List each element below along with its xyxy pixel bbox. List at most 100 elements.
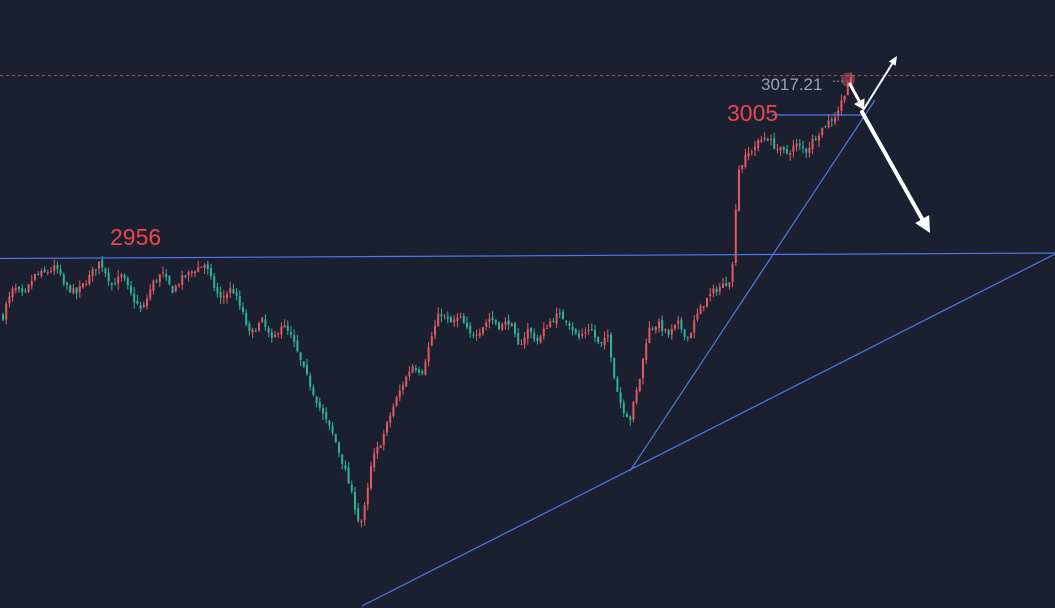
candle-down xyxy=(565,320,568,323)
candle-up xyxy=(379,445,382,449)
candle-up xyxy=(741,165,744,170)
candle-up xyxy=(526,328,529,339)
candle-down xyxy=(238,295,241,307)
candle-down xyxy=(171,285,174,294)
candle-down xyxy=(302,361,305,367)
candle-down xyxy=(62,274,65,284)
candle-down xyxy=(325,411,328,420)
candle-up xyxy=(485,322,488,327)
candle-up xyxy=(779,147,782,151)
arrow-up xyxy=(861,56,897,113)
candle-up xyxy=(386,422,388,433)
candle-down xyxy=(715,288,718,293)
candle-down xyxy=(651,328,654,330)
arrow-down-long-shaft xyxy=(860,110,925,222)
candle-down xyxy=(270,332,273,338)
candle-up xyxy=(850,77,852,83)
candle-down xyxy=(59,269,62,275)
candle-down xyxy=(350,484,353,491)
candle-up xyxy=(459,316,462,318)
candle-up xyxy=(162,272,164,274)
arrow-down-short-shaft xyxy=(848,82,861,103)
candle-up xyxy=(373,453,376,468)
candle-down xyxy=(107,272,110,282)
candle-up xyxy=(542,328,545,337)
candle-up xyxy=(837,110,840,117)
candle-down xyxy=(94,269,97,271)
candle-up xyxy=(709,293,712,297)
candle-up xyxy=(658,321,660,329)
candle-down xyxy=(123,274,126,279)
candle-up xyxy=(405,376,408,387)
candle-up xyxy=(754,146,756,150)
candle-up xyxy=(402,385,404,391)
candle-up xyxy=(91,269,94,276)
candle-down xyxy=(530,328,532,333)
candle-down xyxy=(683,329,686,337)
candle-up xyxy=(696,313,699,320)
candle-up xyxy=(11,288,14,298)
candle-down xyxy=(328,420,331,426)
candle-up xyxy=(274,334,276,337)
candle-down xyxy=(661,319,664,332)
arrow-down-short-head xyxy=(853,98,865,110)
candle-down xyxy=(213,276,216,288)
candle-down xyxy=(462,315,465,324)
short-trendline xyxy=(629,99,876,472)
candle-down xyxy=(814,138,817,140)
candle-down xyxy=(357,508,360,521)
candle-down xyxy=(69,285,72,293)
candle-down xyxy=(286,325,289,331)
candle-down xyxy=(446,316,449,319)
candle-up xyxy=(194,271,196,274)
candle-down xyxy=(312,387,315,396)
candle-down xyxy=(155,280,158,282)
candle-down xyxy=(472,334,475,336)
candle-down xyxy=(600,342,603,344)
candle-up xyxy=(382,433,385,445)
candle-down xyxy=(248,323,251,331)
candle-up xyxy=(78,286,81,292)
candle-up xyxy=(728,282,731,287)
candle-up xyxy=(478,332,481,336)
candle-up xyxy=(635,389,638,403)
candle-up xyxy=(776,148,779,150)
candle-down xyxy=(469,325,472,334)
candle-up xyxy=(648,327,651,343)
candle-down xyxy=(491,317,494,321)
candle-down xyxy=(421,371,424,374)
candle-up xyxy=(197,267,200,272)
candle-down xyxy=(290,332,292,335)
candle-down xyxy=(450,317,452,323)
candle-up xyxy=(14,287,17,291)
candle-down xyxy=(626,414,628,418)
candle-up xyxy=(606,335,609,337)
candle-up xyxy=(718,287,721,292)
candle-down xyxy=(507,320,510,325)
candle-up xyxy=(453,319,456,323)
candle-up xyxy=(370,466,372,489)
candle-up xyxy=(30,280,33,286)
candle-up xyxy=(82,283,84,288)
candle-down xyxy=(101,259,104,268)
candle-down xyxy=(245,313,248,325)
candle-down xyxy=(622,403,625,413)
candle-up xyxy=(645,343,648,360)
candle-up xyxy=(843,95,846,101)
candle-down xyxy=(578,333,580,338)
resistance-line-2956 xyxy=(0,252,1055,260)
candle-up xyxy=(702,306,705,308)
candle-down xyxy=(773,138,776,149)
candle-down xyxy=(242,306,244,312)
candle-down xyxy=(165,274,168,278)
candle-up xyxy=(187,271,190,276)
candle-up xyxy=(222,296,225,298)
candle-down xyxy=(210,268,212,276)
candle-up xyxy=(770,138,772,140)
candle-down xyxy=(206,263,209,270)
candle-up xyxy=(283,325,286,328)
candle-down xyxy=(558,312,561,314)
candle-down xyxy=(43,269,46,272)
candle-up xyxy=(443,315,446,317)
candle-down xyxy=(37,273,40,275)
